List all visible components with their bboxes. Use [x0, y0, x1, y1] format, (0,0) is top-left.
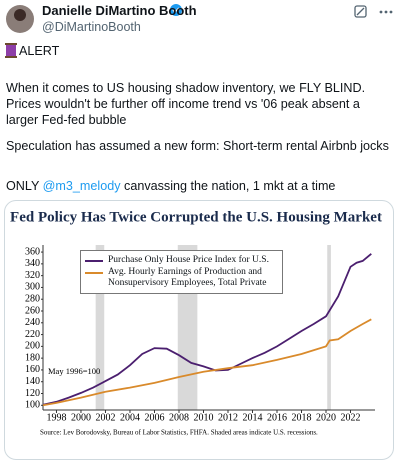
author-name[interactable]: Danielle DiMartino Booth [42, 3, 197, 18]
thread-emoji [6, 44, 16, 57]
more-dot[interactable] [384, 10, 388, 14]
y-tick-label: 320 [25, 270, 40, 281]
recession-shade [327, 245, 331, 410]
x-tick-label: 2002 [95, 412, 115, 423]
legend-item: Avg. Hourly Earnings of Production and N… [85, 267, 278, 289]
y-tick-label: 360 [25, 246, 40, 257]
x-tick-label: 2006 [144, 412, 164, 423]
y-tick-label: 340 [25, 258, 40, 269]
paragraph: ONLY @m3_melody canvassing the nation, 1… [6, 178, 394, 194]
series-line [42, 318, 372, 407]
y-tick-label: 120 [25, 388, 40, 399]
x-tick-label: 2014 [242, 412, 262, 423]
thread-emoji-top [5, 43, 17, 45]
grok-icon[interactable] [354, 5, 367, 18]
x-tick-label: 2016 [267, 412, 287, 423]
chart-title: Fed Policy Has Twice Corrupted the U.S. … [10, 209, 382, 225]
y-tick-label: 240 [25, 317, 40, 328]
alert-text: ALERT [19, 44, 60, 58]
y-tick-label: 160 [25, 364, 40, 375]
y-tick-label: 200 [25, 341, 40, 352]
legend-item: Purchase Only House Price Index for U.S. [85, 255, 278, 266]
y-tick-label: 300 [25, 282, 40, 293]
x-tick-label: 2022 [340, 412, 360, 423]
y-tick-label: 140 [25, 376, 40, 387]
x-tick-label: 2020 [316, 412, 336, 423]
x-tick-label: 2008 [169, 412, 189, 423]
recession-shade [95, 245, 105, 410]
x-tick-label: 2004 [120, 412, 140, 423]
x-tick-label: 2012 [218, 412, 238, 423]
thread-emoji-bottom [5, 56, 17, 58]
x-tick-label: 2018 [291, 412, 311, 423]
mention[interactable]: @m3_melody [42, 179, 121, 193]
x-tick-label: 1998 [46, 412, 66, 423]
annotation: May 1996=100 [48, 366, 100, 376]
paragraph: When it comes to US housing shadow inven… [6, 81, 366, 127]
y-tick-label: 220 [25, 329, 40, 340]
avatar-detail [14, 9, 26, 21]
y-tick-label: 180 [25, 352, 40, 363]
grok-icon-slash [356, 7, 365, 16]
text: canvassing the nation, 1 mkt at a time [120, 179, 336, 193]
x-tick-label: 2000 [71, 412, 91, 423]
legend-label: Avg. Hourly Earnings of Production and N… [108, 267, 267, 288]
more-dot[interactable] [389, 10, 393, 14]
paragraph: Speculation has assumed a new form: Shor… [6, 139, 389, 153]
text: ONLY [6, 179, 43, 193]
legend-label: Purchase Only House Price Index for U.S. [108, 255, 269, 265]
x-tick-label: 2010 [193, 412, 213, 423]
verified-check [172, 7, 180, 14]
y-tick-label: 280 [25, 294, 40, 305]
more-dot[interactable] [379, 10, 383, 14]
y-tick-label: 100 [25, 400, 40, 411]
legend-swatch [85, 272, 103, 274]
y-tick-label: 260 [25, 305, 40, 316]
author-handle[interactable]: @DiMartinoBooth [42, 20, 141, 34]
source: Source: Lev Borodovsky, Bureau of Labor … [40, 429, 318, 437]
legend: Purchase Only House Price Index for U.S.… [80, 250, 283, 294]
legend-swatch [85, 260, 103, 262]
